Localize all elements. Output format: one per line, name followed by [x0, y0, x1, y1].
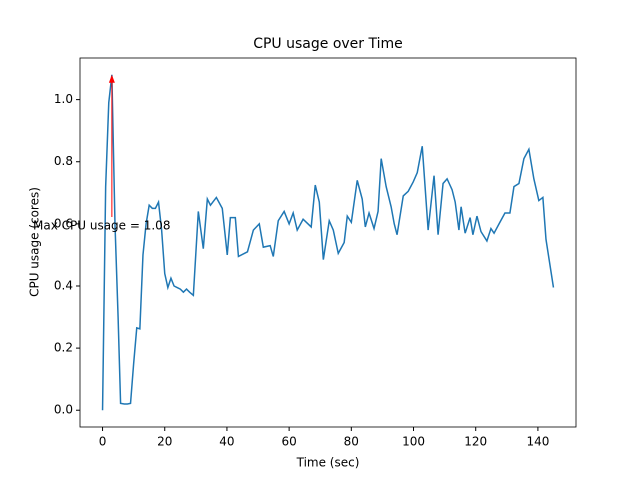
annotation: Max CPU usage = 1.08 — [33, 219, 170, 233]
y-axis-label: CPU usage (cores) — [28, 187, 42, 297]
chart-title: CPU usage over Time — [253, 36, 403, 52]
x-tick-label: 20 — [157, 435, 172, 449]
plot-frame — [79, 57, 577, 428]
x-tick-label: 100 — [402, 435, 425, 449]
x-tick-label: 40 — [219, 435, 234, 449]
y-tick-label: 1.0 — [54, 92, 73, 106]
x-tick-label: 140 — [526, 435, 549, 449]
y-tick-label: 0.4 — [54, 278, 73, 292]
y-tick-label: 0.2 — [54, 341, 73, 355]
x-tick-label: 120 — [464, 435, 487, 449]
line — [101, 74, 555, 411]
x-tick-label: 80 — [344, 435, 359, 449]
y-tick-label: 0.6 — [54, 216, 73, 230]
annotation-arrowhead — [108, 74, 115, 83]
x-axis-label: Time (sec) — [296, 456, 360, 470]
y-tick-label: 0.8 — [54, 154, 73, 168]
y-tick-label: 0.0 — [54, 403, 73, 417]
x-tick-label: 0 — [99, 435, 107, 449]
x-tick-label: 60 — [281, 435, 296, 449]
